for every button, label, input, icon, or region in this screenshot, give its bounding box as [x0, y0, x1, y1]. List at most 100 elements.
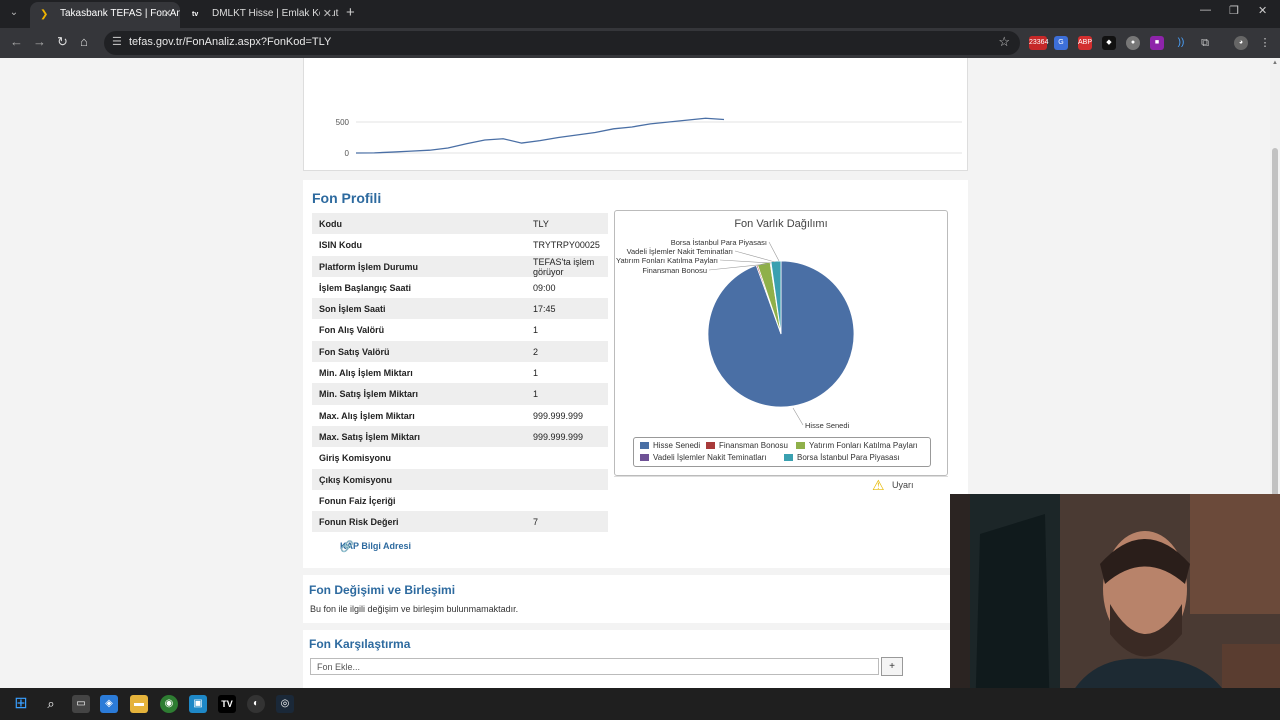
legend-item[interactable]: Yatırım Fonları Katılma Payları — [796, 441, 918, 450]
scroll-up-icon[interactable]: ▲ — [1272, 60, 1278, 66]
profile-row: Fonun Risk Değeri 7 — [312, 511, 608, 533]
profile-row: Max. Alış İşlem Miktarı 999.999.999 — [312, 405, 608, 426]
extensions-puzzle-icon[interactable]: ⧉ — [1201, 37, 1209, 49]
tab-search-icon[interactable]: ⌄ — [9, 7, 19, 18]
profile-row: ISIN Kodu TRYTRPY00025 — [312, 234, 608, 255]
translate-extension-icon[interactable]: G — [1054, 36, 1068, 50]
profile-row: Fon Satış Valörü 2 — [312, 340, 608, 363]
pie-leader-line — [792, 407, 804, 426]
profile-row: İşlem Başlangıç Saati 09:00 — [312, 277, 608, 298]
close-tab-icon[interactable]: ✕ — [162, 8, 172, 20]
windows-taskbar: ⊞ ⌕ ▭ ◈ ▬ ◉ ▣ TV ◐ ◎ — [0, 688, 1280, 720]
bookmark-star-icon[interactable]: ☆ — [998, 34, 1010, 49]
legend-label: Finansman Bonosu — [719, 441, 788, 450]
pie-slice[interactable] — [770, 260, 782, 335]
adblock-extension-icon[interactable]: ABP — [1078, 36, 1092, 50]
row-label: Fonun Faiz İçeriği — [319, 495, 396, 506]
legend-swatch — [706, 442, 715, 449]
pie-slice-label: Hisse Senedi — [805, 421, 850, 430]
row-value: 999.999.999 — [533, 410, 584, 421]
profile-row: Platform İşlem Durumu TEFAS'ta işlem görü… — [312, 255, 608, 277]
row-value: 09:00 — [533, 282, 556, 293]
pie-title: Fon Varlık Dağılımı — [734, 218, 828, 230]
site-info-icon[interactable]: ☰ — [112, 36, 122, 48]
legend-swatch — [796, 442, 805, 449]
extension-icon[interactable]: ◆ — [1102, 36, 1116, 50]
extension-icon[interactable]: ■ — [1150, 36, 1164, 50]
app-icon[interactable]: ▣ — [189, 695, 207, 713]
warning-button[interactable]: ⚠ Uyarı — [872, 477, 914, 493]
page-content: 5000-50002.01.202531.01.202503.03.202503… — [0, 58, 1270, 688]
kap-link[interactable]: 🔗 KAP Bilgi Adresi — [340, 541, 412, 553]
scrollbar-thumb[interactable] — [1272, 148, 1278, 548]
tab-tefas[interactable]: ❯ Takasbank TEFAS | Fon Analiz ✕ — [30, 2, 180, 28]
divider — [614, 476, 948, 477]
fon-ekle-input[interactable]: Fon Ekle... — [310, 658, 879, 675]
row-label: Max. Alış İşlem Miktarı — [319, 410, 415, 421]
extension-icon[interactable]: )) — [1177, 37, 1185, 48]
row-value: 2 — [533, 346, 539, 357]
legend-item[interactable]: Hisse Senedi — [640, 441, 700, 450]
price-chart-panel: 5000-50002.01.202531.01.202503.03.202503… — [303, 58, 968, 182]
row-label: Son İşlem Saati — [319, 304, 386, 315]
menu-dots-icon[interactable]: ⋮ — [1259, 37, 1271, 49]
minimize-icon[interactable]: — — [1200, 4, 1211, 16]
row-value: TLY — [533, 219, 549, 229]
address-bar[interactable]: ☰ tefas.gov.tr/FonAnaliz.aspx?FonKod=TLY… — [104, 31, 1020, 55]
close-tab-icon[interactable]: ✕ — [319, 2, 332, 26]
legend-item[interactable]: Vadeli İşlemler Nakit Teminatları — [640, 453, 767, 462]
pie-legend: Hisse Senedi Finansman Bonosu Yatırım Fonl… — [633, 437, 931, 467]
forward-icon[interactable]: → — [33, 34, 46, 49]
y-tick-label: 500 — [336, 118, 350, 127]
profile-row: Min. Satış İşlem Miktarı 1 — [312, 383, 608, 405]
pie-slice-label: Borsa İstanbul Para Piyasası — [671, 238, 767, 247]
legend-label: Yatırım Fonları Katılma Payları — [809, 441, 918, 450]
url-text[interactable]: tefas.gov.tr/FonAnaliz.aspx?FonKod=TLY — [129, 36, 332, 48]
task-view-icon[interactable]: ▭ — [72, 695, 90, 713]
steam-icon[interactable]: ◎ — [276, 695, 294, 713]
page-scrollbar[interactable]: ▲ — [1270, 58, 1280, 688]
browser-tab-bar: ⌄ ❯ Takasbank TEFAS | Fon Analiz ✕ tv DM… — [0, 0, 1280, 28]
row-label: Fonun Risk Değeri — [319, 517, 399, 528]
legend-label: Hisse Senedi — [653, 441, 701, 450]
extension-icon[interactable]: ● — [1126, 36, 1140, 50]
tab-dmlkt[interactable]: tv DMLKT Hisse | Emlak Konut Da ✕ — [182, 2, 340, 28]
row-value: TEFAS'ta işlem görüyor — [533, 256, 595, 277]
tradingview-icon[interactable]: TV — [218, 695, 236, 713]
extension-badge-icon[interactable]: 23364 — [1029, 36, 1048, 50]
search-icon[interactable]: ⌕ — [47, 696, 55, 711]
row-label: Fon Satış Valörü — [319, 346, 390, 357]
restore-icon[interactable]: ❐ — [1229, 5, 1239, 17]
profile-avatar[interactable]: ◕ — [1234, 36, 1248, 50]
copilot-icon[interactable]: ◈ — [100, 695, 118, 713]
legend-swatch — [640, 442, 649, 449]
fon-karsilastirma-section: Fon Karşılaştırma Fon Ekle... + — [303, 630, 953, 688]
legend-item[interactable]: Borsa İstanbul Para Piyasası — [784, 453, 900, 462]
new-tab-icon[interactable]: + — [346, 4, 355, 21]
close-window-icon[interactable]: ✕ — [1258, 5, 1268, 17]
app-icon[interactable]: ◐ — [247, 695, 265, 713]
home-icon[interactable]: ⌂ — [80, 34, 88, 49]
windows-start-icon[interactable]: ⊞ — [14, 695, 28, 712]
section-title: Fon Değişimi ve Birleşimi — [309, 583, 456, 597]
legend-swatch — [640, 454, 649, 461]
add-fund-button[interactable]: + — [881, 657, 903, 676]
reload-icon[interactable]: ↻ — [57, 34, 68, 49]
chrome-icon[interactable]: ◉ — [160, 695, 178, 713]
pie-slice-label: Finansman Bonosu — [642, 266, 707, 275]
profile-row: Çıkış Komisyonu — [312, 468, 608, 490]
pie-slice-label: Yatırım Fonları Katılma Payları — [616, 256, 718, 265]
profile-table: Kodu TLY ISIN Kodu TRYTRPY00025 Platform İşl… — [312, 213, 608, 533]
profile-row: Min. Alış İşlem Miktarı 1 — [312, 362, 608, 383]
tefas-favicon-icon: ❯ — [40, 9, 49, 20]
row-value: 1 — [533, 368, 539, 379]
row-value: 999.999.999 — [533, 431, 584, 442]
legend-label: Vadeli İşlemler Nakit Teminatları — [653, 453, 767, 462]
profile-row: Giriş Komisyonu — [312, 447, 608, 468]
legend-item[interactable]: Finansman Bonosu — [706, 441, 788, 450]
profile-title: Fon Profili — [312, 190, 382, 206]
file-explorer-icon[interactable]: ▬ — [130, 695, 148, 713]
profile-row: Son İşlem Saati 17:45 — [312, 298, 608, 320]
legend-swatch — [784, 454, 793, 461]
back-icon[interactable]: ← — [10, 34, 23, 49]
